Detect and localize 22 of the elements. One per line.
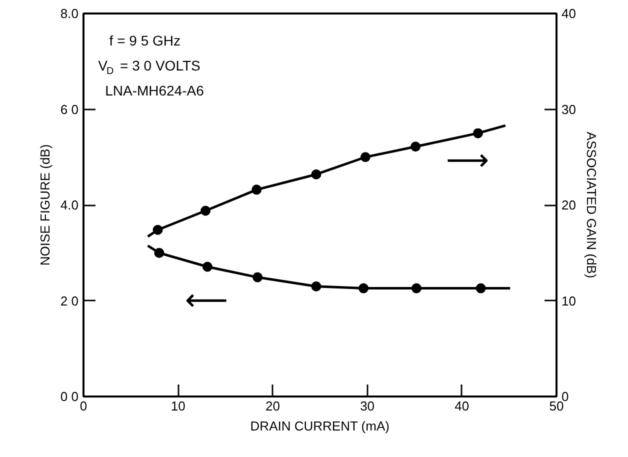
x-tick-label: 0 [80, 398, 88, 414]
x-axis-title: DRAIN CURRENT (mA) [250, 418, 390, 434]
annotation: f = 9 5 GHz [109, 32, 181, 48]
x-tick-label: 30 [360, 398, 375, 414]
x-tick-label: 20 [265, 398, 280, 414]
y-tick-label: 4.0 [60, 198, 79, 212]
y2-axis-title: ASSOCIATED GAIN (dB) [584, 132, 599, 278]
y2-tick-label: 40 [562, 6, 576, 21]
y-tick-label: 0 0 [60, 389, 79, 404]
y-axis-title: NOISE FIGURE (dB) [37, 144, 52, 266]
annotation: ⟵ [184, 283, 228, 318]
annotation: ⟶ [446, 143, 490, 178]
y-tick-label: 6 0 [60, 102, 79, 117]
x-tick-label: 40 [454, 398, 470, 414]
y2-tick-label: 0 [562, 389, 569, 404]
y-tick-label: 8.0 [60, 6, 79, 21]
y2-tick-label: 30 [562, 102, 576, 117]
y-tick-label: 2 0 [60, 293, 79, 308]
x-tick-label: 10 [170, 398, 186, 414]
annotation: LNA-MH624-A6 [105, 82, 204, 98]
y2-tick-label: 20 [562, 198, 576, 212]
y2-tick-label: 10 [562, 293, 576, 308]
